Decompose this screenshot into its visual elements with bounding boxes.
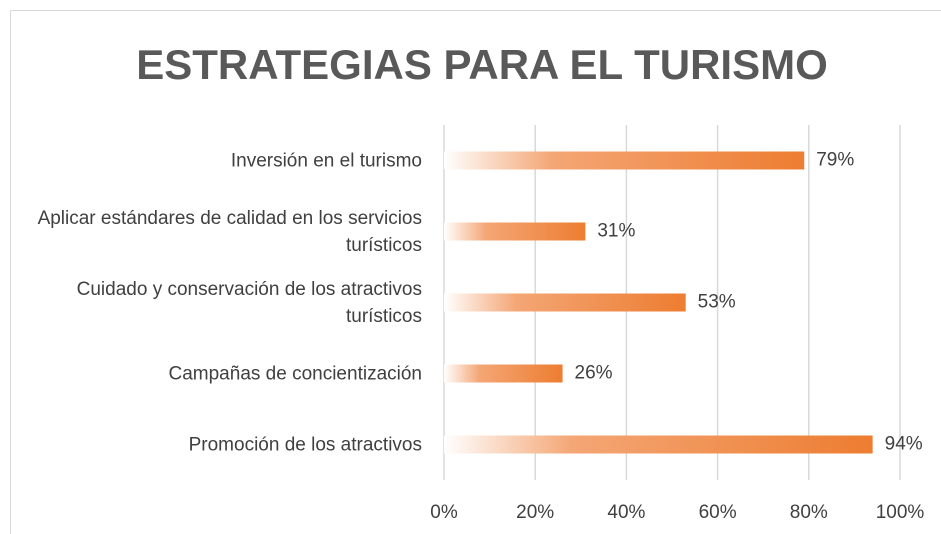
bar <box>444 435 873 454</box>
value-label: 26% <box>575 363 613 384</box>
y-tick-label: Campañas de concientización <box>168 363 423 384</box>
chart-title: ESTRATEGIAS PARA EL TURISMO <box>136 41 827 88</box>
x-tick-label: 20% <box>516 502 554 523</box>
value-label: 31% <box>597 221 635 242</box>
y-tick-label: Cuidado y conservación de los atractivos… <box>76 278 422 327</box>
x-tick-label: 40% <box>607 502 645 523</box>
value-label: 94% <box>885 434 923 455</box>
value-label: 79% <box>816 150 854 171</box>
chart-border <box>10 10 941 534</box>
bar <box>444 293 686 312</box>
x-tick-label: 80% <box>790 502 828 523</box>
bar <box>444 222 586 241</box>
value-label: 53% <box>698 292 736 313</box>
y-tick-label: Promoción de los atractivos <box>188 434 422 455</box>
bar <box>444 151 805 170</box>
x-tick-label: 100% <box>876 502 925 523</box>
y-tick-label: Aplicar estándares de calidad en los ser… <box>37 207 422 256</box>
x-tick-label: 60% <box>699 502 737 523</box>
bar <box>444 364 563 383</box>
y-tick-label: Inversión en el turismo <box>230 150 422 171</box>
x-tick-label: 0% <box>430 502 458 523</box>
